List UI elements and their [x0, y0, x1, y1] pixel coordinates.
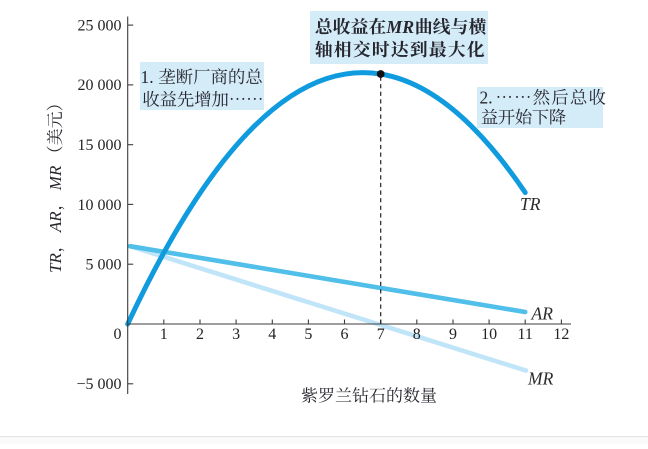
svg-text:10 000: 10 000	[78, 197, 122, 214]
svg-text:9: 9	[449, 326, 457, 343]
svg-text:MR: MR	[46, 165, 65, 191]
svg-text:8: 8	[413, 326, 421, 343]
svg-text:MR: MR	[527, 369, 554, 389]
svg-text:4: 4	[268, 326, 276, 343]
svg-text:AR: AR	[46, 211, 65, 233]
svg-text:2: 2	[196, 326, 204, 343]
svg-text:12: 12	[553, 326, 569, 343]
svg-text:6: 6	[341, 326, 349, 343]
svg-text:11: 11	[517, 326, 532, 343]
svg-text:15 000: 15 000	[78, 137, 122, 154]
svg-text:3: 3	[232, 326, 240, 343]
svg-text:10: 10	[481, 326, 497, 343]
svg-text:1: 1	[160, 326, 168, 343]
svg-text:20 000: 20 000	[78, 77, 122, 94]
svg-text:25 000: 25 000	[78, 17, 122, 34]
svg-text:7: 7	[377, 326, 385, 343]
svg-text:5: 5	[304, 326, 312, 343]
svg-text:2.: 2.	[480, 88, 493, 108]
svg-text:5 000: 5 000	[86, 257, 122, 274]
svg-text:AR: AR	[531, 304, 554, 324]
svg-text:TR: TR	[46, 253, 65, 273]
svg-text:0: 0	[114, 326, 122, 343]
svg-text:1.: 1.	[141, 67, 154, 87]
svg-text:TR: TR	[520, 194, 541, 214]
svg-text:MR: MR	[385, 17, 414, 37]
svg-text:−5 000: −5 000	[76, 376, 121, 393]
